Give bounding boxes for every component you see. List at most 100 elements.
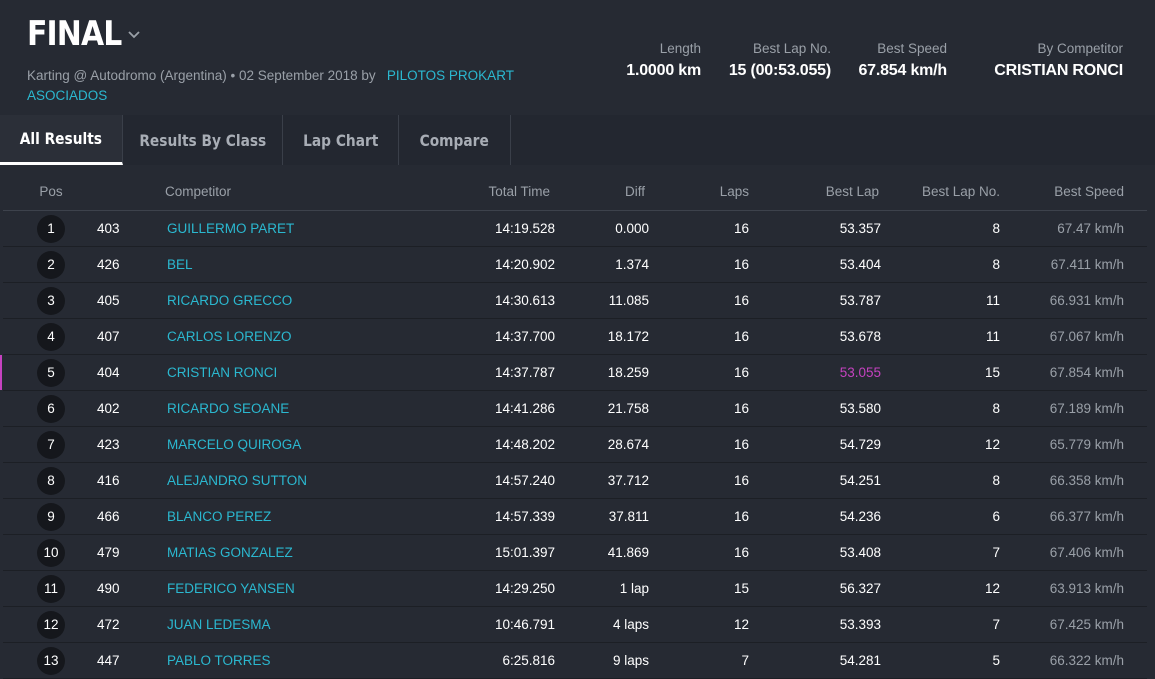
position-circle: 6 [37, 395, 65, 423]
stat-value: 15 (00:53.055) [728, 62, 831, 79]
position-badge: 10 [37, 535, 65, 570]
position-circle: 10 [37, 539, 65, 567]
table-row[interactable]: 1 403 GUILLERMO PARET 14:19.528 0.000 16 53.35… [3, 211, 1147, 247]
total-time: 14:57.240 [494, 473, 555, 488]
competitor-link[interactable]: FEDERICO YANSEN [167, 581, 295, 596]
table-row[interactable]: 5 404 CRISTIAN RONCI 14:37.787 18.259 16 53.05… [0, 355, 1147, 391]
best-lap-no: 15 [984, 365, 1000, 380]
best-speed: 63.913 km/h [1049, 581, 1124, 596]
tab-lap-chart[interactable]: Lap Chart [283, 115, 399, 165]
kart-number: 447 [97, 653, 120, 668]
competitor-link[interactable]: RICARDO GRECCO [167, 293, 293, 308]
competitor-link[interactable]: CARLOS LORENZO [167, 329, 292, 344]
col-total-time[interactable]: Total Time [488, 184, 550, 199]
tab-label: All Results [19, 129, 103, 148]
kart-number: 416 [97, 473, 120, 488]
table-row[interactable]: 3 405 RICARDO GRECCO 14:30.613 11.085 16 53.78… [3, 283, 1147, 319]
position-badge: 3 [37, 283, 65, 318]
best-speed: 66.931 km/h [1049, 293, 1124, 308]
position-badge: 1 [37, 211, 65, 246]
col-laps[interactable]: Laps [719, 184, 749, 199]
col-diff[interactable]: Diff [624, 184, 645, 199]
position-circle: 13 [37, 647, 65, 675]
best-lap-no: 7 [992, 617, 1000, 632]
total-time: 14:41.286 [494, 401, 555, 416]
stat-length: Length 1.0000 km [595, 40, 701, 84]
stat-label: Best Speed [877, 41, 947, 56]
position-badge: 2 [37, 247, 65, 282]
organizer-link[interactable]: PILOTOS PROKART ASOCIADOS [27, 68, 514, 103]
best-lap: 54.729 [839, 437, 881, 452]
best-speed: 67.854 km/h [1049, 365, 1124, 380]
position-badge: 8 [37, 463, 65, 498]
position-circle: 5 [37, 359, 65, 387]
tab-compare[interactable]: Compare [399, 115, 511, 165]
best-lap-no: 8 [992, 257, 1000, 272]
competitor-link[interactable]: ALEJANDRO SUTTON [167, 473, 308, 488]
total-time: 14:57.339 [494, 509, 555, 524]
best-lap: 54.281 [839, 653, 881, 668]
tab-all-results[interactable]: All Results [0, 115, 123, 165]
position-badge: 12 [37, 607, 65, 642]
competitor-link[interactable]: GUILLERMO PARET [167, 221, 295, 236]
total-time: 14:29.250 [494, 581, 555, 596]
table-row[interactable]: 8 416 ALEJANDRO SUTTON 14:57.240 37.712 16 54.… [3, 463, 1147, 499]
best-lap: 54.236 [839, 509, 881, 524]
kart-number: 423 [97, 437, 120, 452]
best-speed: 66.358 km/h [1049, 473, 1124, 488]
table-row[interactable]: 9 466 BLANCO PEREZ 14:57.339 37.811 16 54.236 6… [3, 499, 1147, 535]
table-row[interactable]: 10 479 MATIAS GONZALEZ 15:01.397 41.869 16 53.… [3, 535, 1147, 571]
diff-value: 9 laps [612, 653, 649, 668]
tab-results-by-class[interactable]: Results By Class [123, 115, 283, 165]
table-row[interactable]: 12 472 JUAN LEDESMA 10:46.791 4 laps 12 53.393… [3, 607, 1147, 643]
results-table: Pos Competitor Total Time Diff Laps Best… [0, 173, 1147, 679]
competitor-link[interactable]: BEL [167, 257, 193, 272]
best-lap-no: 8 [992, 221, 1000, 236]
table-row[interactable]: 4 407 CARLOS LORENZO 14:37.700 18.172 16 53.67… [3, 319, 1147, 355]
table-header: Pos Competitor Total Time Diff Laps Best… [3, 173, 1147, 211]
col-best-lap-no[interactable]: Best Lap No. [921, 184, 1000, 199]
competitor-link[interactable]: PABLO TORRES [167, 653, 271, 668]
best-lap-no: 7 [992, 545, 1000, 560]
laps-count: 16 [733, 545, 749, 560]
table-row[interactable]: 7 423 MARCELO QUIROGA 14:48.202 28.674 16 54.7… [3, 427, 1147, 463]
diff-value: 1.374 [615, 257, 649, 272]
stat-label: By Competitor [1037, 41, 1123, 56]
stat-best-speed: Best Speed 67.854 km/h [831, 40, 947, 84]
diff-value: 37.811 [608, 509, 649, 524]
competitor-link[interactable]: CRISTIAN RONCI [167, 365, 278, 380]
tab-label: Results By Class [139, 130, 266, 150]
total-time: 10:46.791 [494, 617, 555, 632]
col-best-speed[interactable]: Best Speed [1054, 184, 1124, 199]
competitor-link[interactable]: RICARDO SEOANE [167, 401, 290, 416]
chevron-down-icon[interactable] [126, 26, 142, 42]
laps-count: 16 [733, 509, 749, 524]
table-row[interactable]: 13 447 PABLO TORRES 6:25.816 9 laps 7 54.281 5 6… [3, 643, 1147, 679]
col-competitor[interactable]: Competitor [165, 184, 232, 199]
total-time: 6:25.816 [502, 653, 555, 668]
best-speed: 66.322 km/h [1049, 653, 1124, 668]
best-lap-no: 11 [985, 329, 1000, 344]
table-row[interactable]: 11 490 FEDERICO YANSEN 14:29.250 1 lap 15 56.3… [3, 571, 1147, 607]
position-circle: 12 [37, 611, 65, 639]
title-row[interactable]: FINAL [27, 14, 142, 54]
col-best-lap[interactable]: Best Lap [825, 184, 879, 199]
position-circle: 4 [37, 323, 65, 351]
competitor-link[interactable]: MATIAS GONZALEZ [167, 545, 293, 560]
competitor-link[interactable]: JUAN LEDESMA [167, 617, 271, 632]
laps-count: 7 [741, 653, 749, 668]
col-pos[interactable]: Pos [39, 184, 63, 199]
table-body: 1 403 GUILLERMO PARET 14:19.528 0.000 16 53.35… [0, 211, 1147, 679]
session-header: FINAL Karting @ Autodromo (Argentina) • … [0, 0, 1155, 115]
table-row[interactable]: 2 426 BEL 14:20.902 1.374 16 53.404 8 67.411 km/… [3, 247, 1147, 283]
position-circle: 7 [37, 431, 65, 459]
position-circle: 3 [37, 287, 65, 315]
competitor-link[interactable]: MARCELO QUIROGA [167, 437, 302, 452]
best-lap: 53.055 [839, 365, 881, 380]
best-lap-no: 12 [984, 581, 1000, 596]
position-circle: 1 [37, 215, 65, 243]
best-speed: 67.189 km/h [1049, 401, 1124, 416]
session-subtitle: Karting @ Autodromo (Argentina) • 02 Sep… [27, 66, 547, 106]
competitor-link[interactable]: BLANCO PEREZ [167, 509, 272, 524]
table-row[interactable]: 6 402 RICARDO SEOANE 14:41.286 21.758 16 53.58… [3, 391, 1147, 427]
